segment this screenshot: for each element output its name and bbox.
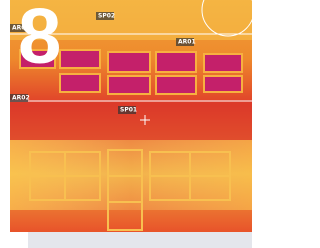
badge-number: 8 bbox=[18, 0, 61, 80]
measure-label: AR01 bbox=[178, 39, 196, 46]
measure-label: AR02 bbox=[12, 95, 30, 102]
footer-strip bbox=[28, 232, 252, 248]
measure-label: SP02 bbox=[98, 13, 115, 20]
page: {"image": {"badge": "8", "labels": ["SP0… bbox=[0, 0, 252, 248]
measure-label: SP01 bbox=[120, 107, 137, 114]
thermal-screenshot: SP02 AR01 AR02 SP01 AR03 8 bbox=[0, 0, 252, 248]
